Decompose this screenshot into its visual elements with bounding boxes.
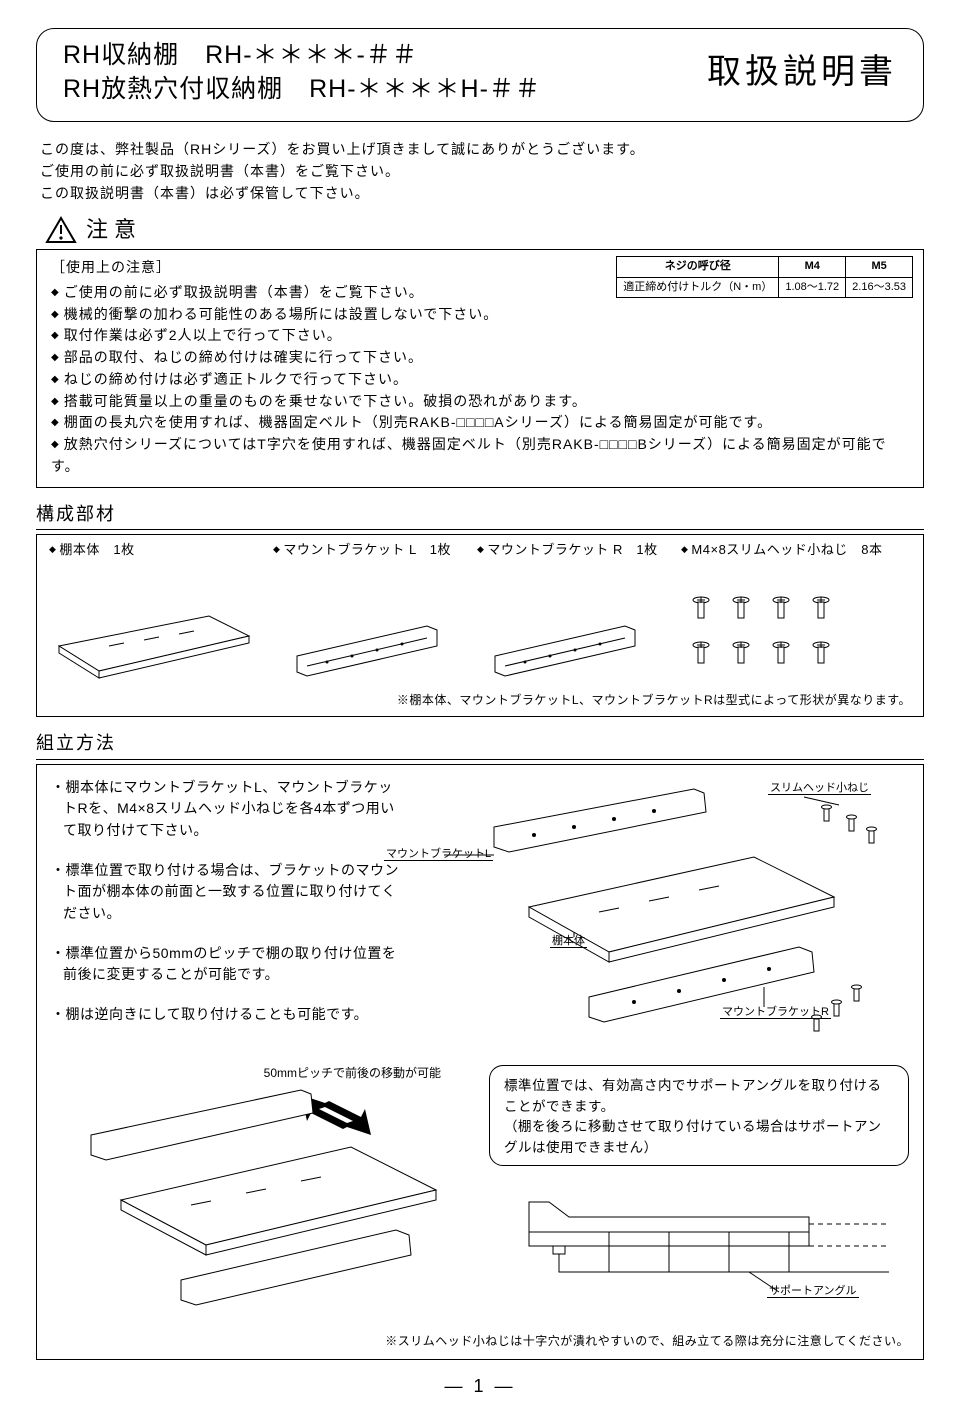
product-line-2: RH放熱穴付収納棚 RH-＊＊＊＊H-＃＃ bbox=[63, 73, 707, 107]
parts-note: ※棚本体、マウントブラケットL、マウントブラケットRは型式によって形状が異なりま… bbox=[49, 692, 911, 709]
assembly-step: 標準位置から50mmのピッチで棚の取り付け位置を前後に変更することが可能です。 bbox=[51, 943, 406, 986]
title-left: RH収納棚 RH-＊＊＊＊-＃＃ RH放熱穴付収納棚 RH-＊＊＊＊H-＃＃ bbox=[63, 39, 707, 107]
intro-line: この度は、弊社製品（RHシリーズ）をお買い上げ頂きまして誠にありがとうございます… bbox=[40, 138, 924, 160]
document-title: 取扱説明書 bbox=[707, 49, 897, 97]
part-label: マウントブラケット L 1枚 bbox=[273, 541, 463, 559]
torque-table: ネジの呼び径 M4 M5 適正締め付けトルク（N・m） 1.08～1.72 2.… bbox=[616, 256, 913, 298]
part-label: マウントブラケット R 1枚 bbox=[477, 541, 667, 559]
table-header: ネジの呼び径 bbox=[617, 257, 779, 277]
label-support-angle: サポートアングル bbox=[767, 1285, 859, 1298]
table-cell: 適正締め付けトルク（N・m） bbox=[617, 277, 779, 297]
part-label: 棚本体 1枚 bbox=[49, 541, 259, 559]
assembly-box: 棚本体にマウントブラケットL、マウントブラケットRを、M4×8スリムヘッド小ねじ… bbox=[36, 764, 924, 1361]
assembly-steps: 棚本体にマウントブラケットL、マウントブラケットRを、M4×8スリムヘッド小ねじ… bbox=[51, 777, 406, 1057]
screws-figure bbox=[683, 586, 853, 686]
shelf-figure bbox=[49, 576, 259, 686]
info-line: 標準位置では、有効高さ内でサポートアングルを取り付けることができます。 bbox=[504, 1076, 894, 1118]
intro-line: この取扱説明書（本書）は必ず保管して下さい。 bbox=[40, 182, 924, 204]
parts-section-heading: 構成部材 bbox=[36, 502, 924, 530]
assembly-step: 棚本体にマウントブラケットL、マウントブラケットRを、M4×8スリムヘッド小ねじ… bbox=[51, 777, 406, 842]
table-cell: 1.08～1.72 bbox=[779, 277, 846, 297]
page-number: — 1 — bbox=[36, 1374, 924, 1399]
table-header: M5 bbox=[846, 257, 913, 277]
table-cell: 2.16～3.53 bbox=[846, 277, 913, 297]
bracket-l-figure bbox=[287, 596, 457, 686]
warning-icon bbox=[46, 217, 76, 243]
caution-item: 取付作業は必ず2人以上で行って下さい。 bbox=[51, 325, 909, 347]
parts-labels: 棚本体 1枚 マウントブラケット L 1枚 マウントブラケット R 1枚 M4×… bbox=[49, 541, 911, 559]
caution-item: 搭載可能質量以上の重量のものを乗せないで下さい。破損の恐れがあります。 bbox=[51, 391, 909, 413]
label-shelf: 棚本体 bbox=[550, 935, 587, 948]
caution-heading: 注意 bbox=[46, 215, 924, 246]
product-line-1: RH収納棚 RH-＊＊＊＊-＃＃ bbox=[63, 39, 707, 73]
assembly-section-heading: 組立方法 bbox=[36, 731, 924, 759]
parts-box: 棚本体 1枚 マウントブラケット L 1枚 マウントブラケット R 1枚 M4×… bbox=[36, 534, 924, 717]
title-box: RH収納棚 RH-＊＊＊＊-＃＃ RH放熱穴付収納棚 RH-＊＊＊＊H-＃＃ 取… bbox=[36, 28, 924, 122]
caution-item: 機械的衝撃の加わる可能性のある場所には設置しないで下さい。 bbox=[51, 304, 909, 326]
support-angle-figure: サポートアングル bbox=[489, 1172, 909, 1312]
caution-item: 棚面の長丸穴を使用すれば、機器固定ベルト（別売RAKB-□□□□Aシリーズ）によ… bbox=[51, 412, 909, 434]
caution-item: 部品の取付、ねじの締め付けは確実に行って下さい。 bbox=[51, 347, 909, 369]
info-line: （棚を後ろに移動させて取り付けている場合はサポートアングルは使用できません） bbox=[504, 1117, 894, 1159]
intro-block: この度は、弊社製品（RHシリーズ）をお買い上げ頂きまして誠にありがとうございます… bbox=[40, 138, 924, 205]
table-header: M4 bbox=[779, 257, 846, 277]
assembly-exploded-figure: マウントブラケットL 棚本体 マウントブラケットR スリムヘッド小ねじ bbox=[424, 777, 909, 1057]
assembly-footnote: ※スリムヘッド小ねじは十字穴が潰れやすいので、組み立てる際は充分に注意してくださ… bbox=[51, 1333, 909, 1350]
caution-item: ねじの締め付けは必ず適正トルクで行って下さい。 bbox=[51, 369, 909, 391]
label-bracket-r: マウントブラケットR bbox=[720, 1006, 831, 1019]
bracket-r-figure bbox=[485, 596, 655, 686]
parts-figures bbox=[49, 566, 911, 686]
assembly-move-figure: 50mmピッチで前後の移動が可能 bbox=[51, 1065, 471, 1325]
caution-list: ご使用の前に必ず取扱説明書（本書）をご覧下さい。 機械的衝撃の加わる可能性のある… bbox=[51, 282, 909, 477]
caution-box: ［使用上の注意］ ご使用の前に必ず取扱説明書（本書）をご覧下さい。 機械的衝撃の… bbox=[36, 249, 924, 488]
label-screw: スリムヘッド小ねじ bbox=[768, 782, 871, 795]
intro-line: ご使用の前に必ず取扱説明書（本書）をご覧下さい。 bbox=[40, 160, 924, 182]
support-angle-info: 標準位置では、有効高さ内でサポートアングルを取り付けることができます。 （棚を後… bbox=[489, 1065, 909, 1167]
assembly-step: 標準位置で取り付ける場合は、ブラケットのマウント面が棚本体の前面と一致する位置に… bbox=[51, 860, 406, 925]
caution-label: 注意 bbox=[86, 215, 142, 246]
move-caption: 50mmピッチで前後の移動が可能 bbox=[264, 1065, 441, 1082]
caution-item: 放熱穴付シリーズについてはT字穴を使用すれば、機器固定ベルト（別売RAKB-□□… bbox=[51, 434, 909, 477]
assembly-step: 棚は逆向きにして取り付けることも可能です。 bbox=[51, 1004, 406, 1026]
label-bracket-l: マウントブラケットL bbox=[384, 848, 493, 861]
part-label: M4×8スリムヘッド小ねじ 8本 bbox=[681, 541, 883, 559]
